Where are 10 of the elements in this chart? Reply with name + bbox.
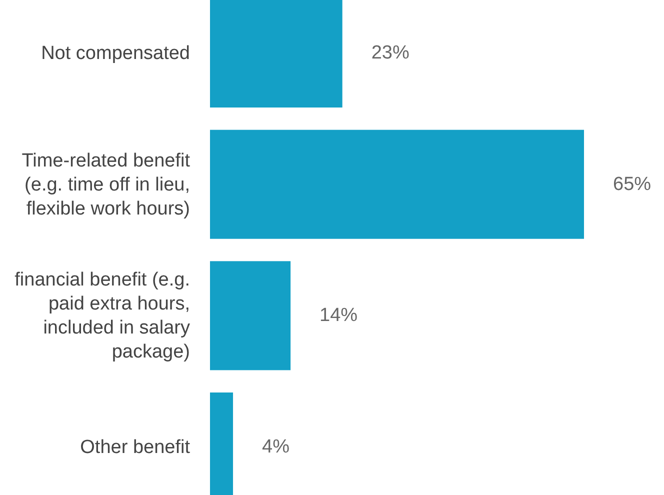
data-label: 23% bbox=[371, 42, 410, 64]
y-tick-label: Time-related benefit (e.g. time off in lieu, flexible work hours) bbox=[22, 150, 191, 219]
y-tick-label: Not compensated bbox=[41, 42, 190, 64]
data-label: 4% bbox=[262, 436, 290, 458]
data-label: 65% bbox=[613, 174, 652, 195]
bar bbox=[210, 130, 584, 239]
y-tick-label: financial benefit (e.g. paid extra hours, included in salary package) bbox=[14, 269, 190, 362]
data-label: 14% bbox=[320, 305, 358, 326]
y-tick-label: Other benefit bbox=[80, 436, 191, 458]
bar bbox=[210, 0, 342, 108]
